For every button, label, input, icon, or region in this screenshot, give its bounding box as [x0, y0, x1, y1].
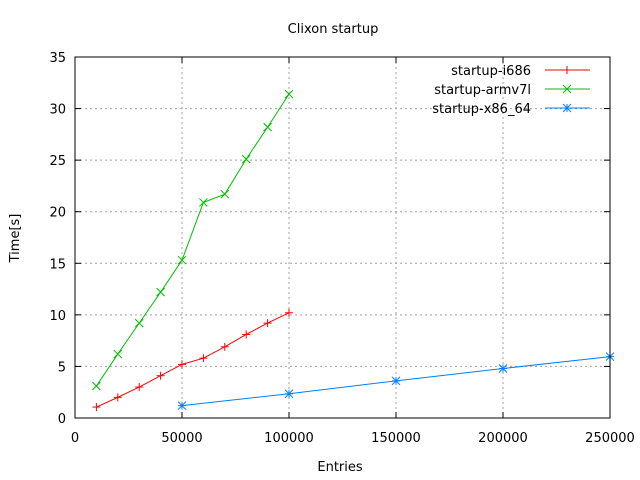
- marker-stroke: [562, 84, 572, 94]
- series-startup-i686: [92, 308, 293, 412]
- marker-stroke: [391, 376, 401, 386]
- x-tick-label: 150000: [371, 431, 421, 446]
- marker-stroke: [113, 349, 123, 359]
- series-line: [96, 312, 290, 408]
- data-point: [285, 308, 293, 317]
- x-axis-label: Entries: [317, 460, 363, 475]
- x-tick-label: 100000: [264, 431, 314, 446]
- data-point: [263, 319, 272, 328]
- marker-stroke: [562, 103, 572, 113]
- marker-stroke: [241, 154, 251, 164]
- data-point: [220, 342, 229, 351]
- data-point: [241, 154, 251, 164]
- data-point: [177, 401, 187, 410]
- series-startup-armv7l: [92, 89, 294, 391]
- x-tick-label: 200000: [478, 431, 528, 446]
- plot-border: [74, 56, 611, 419]
- y-tick-label: 25: [49, 154, 66, 169]
- series-startup-x86_64: [177, 352, 615, 410]
- data-point: [135, 383, 144, 392]
- series-line: [95, 93, 290, 387]
- data-point: [498, 364, 508, 373]
- y-tick-label: 20: [49, 206, 66, 221]
- marker-stroke: [177, 255, 187, 265]
- y-axis-label: Time[s]: [8, 214, 23, 264]
- legend-marker: [563, 66, 571, 74]
- data-point: [220, 189, 230, 199]
- x-tick-label: 50000: [161, 431, 202, 446]
- marker-stroke: [156, 287, 165, 297]
- marker-stroke: [284, 89, 294, 99]
- data-point: [178, 360, 186, 369]
- data-point: [113, 349, 123, 359]
- marker-stroke: [134, 318, 144, 328]
- y-tick-label: 5: [58, 360, 66, 375]
- data-point: [177, 255, 187, 265]
- marker-stroke: [498, 364, 508, 373]
- y-tick-label: 35: [49, 51, 66, 66]
- y-tick-label: 15: [49, 257, 66, 272]
- data-point: [92, 403, 101, 412]
- legend-marker: [562, 84, 572, 94]
- marker-stroke: [220, 189, 230, 199]
- y-tick-label: 10: [49, 309, 66, 324]
- x-tick-label: 250000: [585, 431, 635, 446]
- chart-title: Clixon startup: [288, 22, 379, 37]
- legend: startup-i686 startup-armv7l startup-x86_64: [432, 64, 590, 117]
- marker-stroke: [199, 198, 208, 207]
- data-point: [199, 198, 208, 207]
- data-point: [92, 381, 101, 391]
- data-point: [284, 89, 294, 99]
- marker-stroke: [263, 122, 272, 132]
- data-point: [156, 371, 165, 380]
- legend-label: startup-x86_64: [432, 102, 531, 117]
- marker-stroke: [177, 401, 187, 410]
- data-point: [156, 287, 165, 297]
- legend-label: startup-i686: [451, 64, 531, 79]
- data-point: [199, 354, 208, 363]
- y-tick-label: 0: [58, 412, 66, 427]
- data-point: [284, 389, 294, 399]
- x-tick-label: 0: [71, 431, 79, 446]
- y-tick-label: 30: [49, 103, 66, 118]
- marker-stroke: [92, 381, 101, 391]
- data-point: [134, 318, 144, 328]
- series-group: [92, 89, 615, 412]
- axis-ticks: 0 5 10 15 20 25 30 35 0 50000 100000 150000 200000 25…: [49, 51, 634, 446]
- legend-label: startup-armv7l: [434, 83, 531, 98]
- data-point: [113, 393, 122, 402]
- marker-stroke: [284, 389, 294, 399]
- data-point: [391, 376, 401, 386]
- data-point: [242, 330, 251, 339]
- data-point: [263, 122, 272, 132]
- legend-marker: [562, 103, 572, 113]
